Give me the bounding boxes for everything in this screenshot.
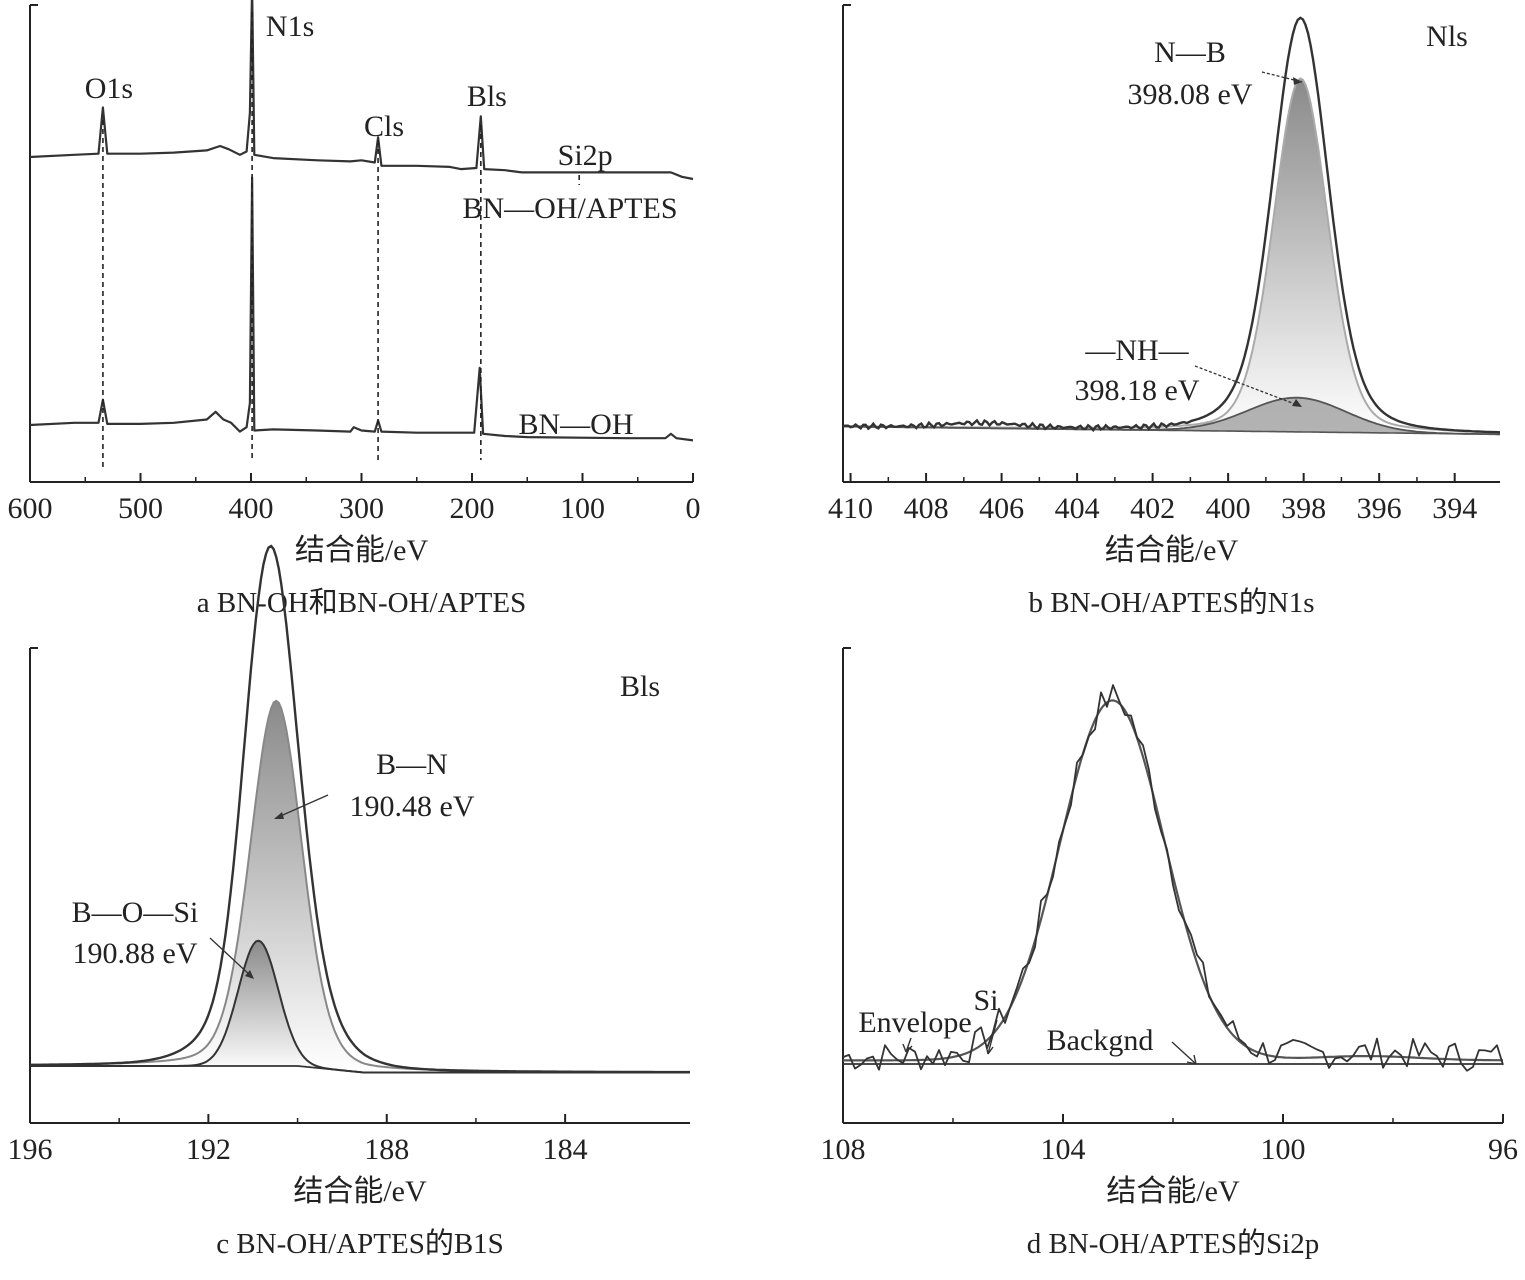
leader-arrow-envelope bbox=[902, 1037, 913, 1053]
leader-line-b-n bbox=[275, 794, 329, 819]
x-tick-label: 200 bbox=[450, 492, 495, 525]
leader-arrow-backgnd bbox=[1171, 1041, 1197, 1065]
panel-b: 410 408 406 404 402 400 398 396 394 结合能/eV b BN-OH… bbox=[828, 4, 1501, 619]
x-tick-label: 400 bbox=[1206, 492, 1251, 525]
panel-peak-label: Nls bbox=[1426, 20, 1468, 53]
x-tick-label: 96 bbox=[1488, 1133, 1518, 1166]
x-tick-label: 500 bbox=[118, 492, 163, 525]
leader-line-b-o-si bbox=[209, 937, 253, 978]
component-label-nh: —NH— bbox=[1084, 334, 1189, 367]
peak-label-si2p: Si2p bbox=[558, 139, 613, 172]
x-tick-label: 108 bbox=[821, 1133, 866, 1166]
component-energy-n-b: 398.08 eV bbox=[1128, 78, 1253, 111]
x-tick-label: 600 bbox=[8, 492, 53, 525]
leader-arrow-b-o-si bbox=[245, 970, 254, 979]
leader-line-nh bbox=[1194, 365, 1301, 407]
component-energy-b-n: 190.48 eV bbox=[350, 790, 475, 823]
component-energy-b-o-si: 190.88 eV bbox=[73, 937, 198, 970]
leader-line-n-b bbox=[1261, 71, 1303, 83]
x-tick-label: 192 bbox=[186, 1133, 231, 1166]
x-tick-label: 410 bbox=[828, 492, 873, 525]
component-curve-b-n bbox=[29, 699, 690, 1074]
leader-arrow-b-n bbox=[274, 812, 284, 819]
leader-arrow-n-b bbox=[1293, 77, 1302, 85]
x-axis-label: 结合能/eV bbox=[1106, 1175, 1240, 1208]
label-envelope: Envelope bbox=[858, 1006, 971, 1039]
envelope-curve bbox=[842, 684, 1504, 1072]
component-label-b-o-si: B—O—Si bbox=[72, 896, 199, 929]
panel-caption: a BN-OH和BN-OH/APTES bbox=[197, 587, 526, 619]
peak-label-bls: Bls bbox=[467, 80, 507, 113]
series-label-bn-oh: BN—OH bbox=[518, 408, 633, 441]
series-line-bn-oh-aptes bbox=[29, 0, 694, 181]
x-tick-label: 400 bbox=[229, 492, 274, 525]
leader-arrow-si bbox=[985, 1019, 998, 1055]
panel-d: 108 104 100 96 结合能/eV d BN-OH/APTES的Si2p Envel… bbox=[821, 647, 1518, 1260]
series-line-bn-oh bbox=[29, 176, 694, 442]
component-label-n-b: N—B bbox=[1154, 36, 1226, 69]
x-axis-label: 结合能/eV bbox=[295, 534, 429, 567]
panel-caption: c BN-OH/APTES的B1S bbox=[216, 1227, 504, 1260]
label-backgnd: Backgnd bbox=[1047, 1024, 1154, 1057]
peak-label-o1s: O1s bbox=[85, 72, 133, 105]
x-tick-label: 396 bbox=[1357, 492, 1402, 525]
background-line bbox=[843, 425, 1500, 436]
x-tick-label: 188 bbox=[364, 1133, 409, 1166]
x-tick-label: 104 bbox=[1041, 1133, 1086, 1166]
x-tick-label: 184 bbox=[543, 1133, 588, 1166]
label-si: Si bbox=[973, 984, 998, 1017]
panel-caption: d BN-OH/APTES的Si2p bbox=[1027, 1227, 1319, 1260]
peak-label-n1s: N1s bbox=[266, 10, 314, 43]
x-tick-label: 0 bbox=[686, 492, 701, 525]
panel-a: 600 500 400 300 200 100 0 结合能/eV a BN-OH和BN-OH/A… bbox=[8, 0, 701, 619]
panel-peak-label: Bls bbox=[620, 670, 660, 703]
envelope-curve bbox=[842, 16, 1501, 434]
x-tick-label: 394 bbox=[1432, 492, 1477, 525]
x-axis-label: 结合能/eV bbox=[1105, 534, 1239, 567]
component-fill-n-b bbox=[843, 78, 1500, 435]
x-tick-label: 408 bbox=[904, 492, 949, 525]
x-axis-label: 结合能/eV bbox=[293, 1175, 427, 1208]
series-label-bn-oh-aptes: BN—OH/APTES bbox=[462, 192, 677, 225]
panel-caption: b BN-OH/APTES的N1s bbox=[1029, 586, 1315, 619]
x-tick-label: 402 bbox=[1130, 492, 1175, 525]
panel-c: 196 192 188 184 结合能/eV c BN-OH/APTES的B1S Bls B—… bbox=[8, 544, 690, 1260]
component-fill-nh bbox=[843, 397, 1500, 435]
x-tick-label: 406 bbox=[979, 492, 1024, 525]
x-tick-label: 300 bbox=[339, 492, 384, 525]
x-tick-label: 196 bbox=[8, 1133, 53, 1166]
x-tick-label: 404 bbox=[1055, 492, 1100, 525]
envelope-curve bbox=[29, 544, 690, 1074]
component-label-b-n: B—N bbox=[376, 748, 448, 781]
component-fill-b-n bbox=[30, 700, 690, 1073]
x-tick-label: 100 bbox=[1261, 1133, 1306, 1166]
component-energy-nh: 398.18 eV bbox=[1075, 374, 1200, 407]
leader-arrow-nh bbox=[1292, 399, 1302, 407]
x-tick-label: 398 bbox=[1281, 492, 1326, 525]
si-component-curve bbox=[843, 699, 1503, 1062]
peak-label-cls: Cls bbox=[364, 110, 404, 143]
x-tick-label: 100 bbox=[560, 492, 605, 525]
